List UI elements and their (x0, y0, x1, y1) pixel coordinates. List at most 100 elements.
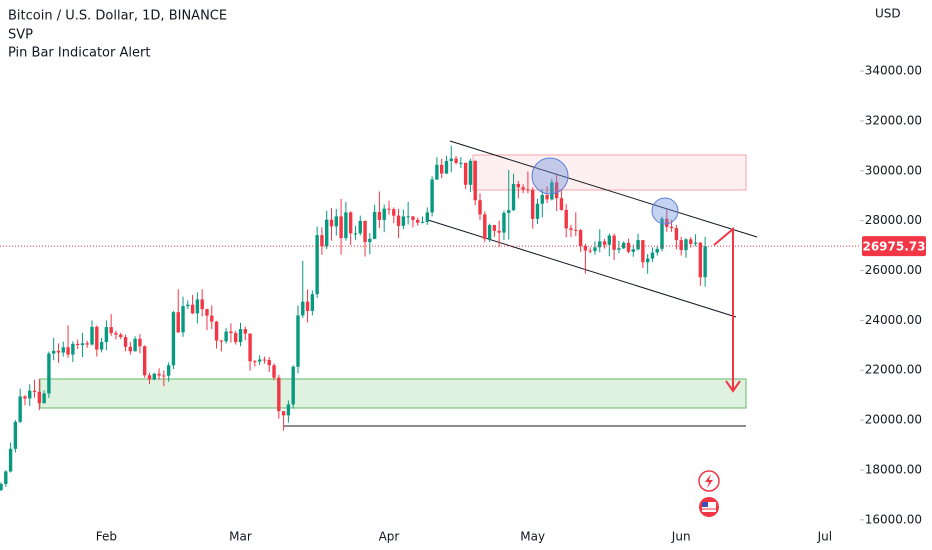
candle-body (416, 219, 420, 223)
candle-body (473, 160, 477, 201)
candle-body (286, 404, 291, 416)
candle-body (329, 219, 334, 227)
candle-body (430, 179, 434, 213)
candle-body (272, 365, 276, 378)
candle-body (411, 216, 415, 220)
candle-body (143, 346, 147, 376)
candle-body (243, 329, 247, 334)
support-zone (39, 378, 747, 409)
candle-body (569, 228, 573, 230)
candle-body (665, 218, 669, 227)
candle-body (114, 333, 118, 335)
candle-body (435, 164, 439, 180)
candle-body (574, 229, 578, 231)
indicator: Pin Bar Indicator Alert (8, 46, 150, 61)
indicator: SVP (8, 28, 33, 43)
candle-body (18, 396, 22, 422)
arrow-head (725, 380, 741, 393)
candle-body (224, 331, 228, 342)
candle-body (669, 226, 674, 229)
flag-canton (702, 502, 708, 507)
candle-body (612, 235, 616, 250)
candle-body (363, 220, 367, 243)
channel-upper (449, 140, 758, 238)
candle-body (497, 230, 501, 233)
candle-body (530, 189, 535, 219)
x-tick-label: Feb (96, 530, 117, 544)
drawings (39, 140, 758, 427)
y-tick-label: 18000.00 (865, 462, 922, 476)
candle-body (152, 373, 156, 380)
candle-body (401, 216, 406, 226)
candle-body (181, 306, 185, 333)
candle-body (674, 228, 679, 241)
candle-body (61, 347, 65, 353)
candle-body (622, 242, 626, 249)
candle-body (257, 359, 262, 362)
candle-body (171, 312, 176, 366)
x-tick-label: Mar (229, 530, 252, 544)
candle-body (583, 245, 588, 251)
candle-body (679, 240, 683, 251)
candle-body (684, 239, 688, 251)
candle-body (310, 294, 315, 311)
candle-body (425, 212, 430, 222)
y-tick-label: 30000.00 (865, 163, 922, 177)
plot (0, 145, 860, 492)
y-tick-label: 16000.00 (865, 512, 922, 526)
candle-body (449, 158, 453, 162)
candle-body (392, 209, 396, 216)
candle-body (320, 235, 324, 247)
candle-body (71, 343, 75, 355)
candle-body (641, 240, 645, 263)
candle-body (229, 331, 233, 334)
candle-body (492, 225, 497, 231)
candle-body (487, 225, 492, 239)
channel-lower (427, 219, 737, 318)
y-tick-label: 34000.00 (865, 64, 922, 78)
candle-body (387, 208, 391, 210)
y-tick-label: 28000.00 (865, 213, 922, 227)
candle-body (377, 211, 382, 220)
candle-body (550, 182, 554, 200)
candle-body (334, 216, 338, 227)
candle-body (703, 246, 707, 278)
candle-body (344, 212, 348, 239)
candle-body (23, 396, 27, 399)
candle-body (526, 189, 530, 191)
flag (702, 502, 716, 512)
candle-body (28, 390, 32, 399)
candle-body (650, 252, 655, 259)
candle-body (109, 327, 113, 334)
candle-body (190, 304, 195, 314)
candle-body (588, 250, 592, 252)
candle-body (238, 329, 243, 343)
candle-body (444, 161, 449, 174)
candle-body (564, 209, 568, 229)
candle-body (339, 216, 343, 239)
candle-body (631, 249, 635, 252)
candle-body (195, 299, 200, 314)
candle-body (200, 299, 204, 310)
y-tick-label: 22000.00 (865, 363, 922, 377)
candle-body (301, 301, 305, 316)
candle-body (483, 214, 487, 239)
candle-body (219, 340, 224, 342)
candle-body (128, 346, 133, 352)
candle-body (85, 343, 89, 345)
candle-body (353, 233, 358, 235)
candle-body (281, 411, 286, 416)
candle-body (291, 366, 295, 405)
candle-body (593, 247, 597, 252)
candle-body (13, 421, 18, 449)
lightning (705, 474, 713, 488)
candle-body (368, 238, 372, 243)
candle-body (138, 338, 142, 347)
candle-body (578, 230, 583, 246)
candle-body (511, 183, 516, 211)
candle-body (689, 239, 693, 244)
candle-body (502, 212, 506, 233)
candle-body (305, 301, 310, 311)
candle-body (535, 203, 540, 219)
